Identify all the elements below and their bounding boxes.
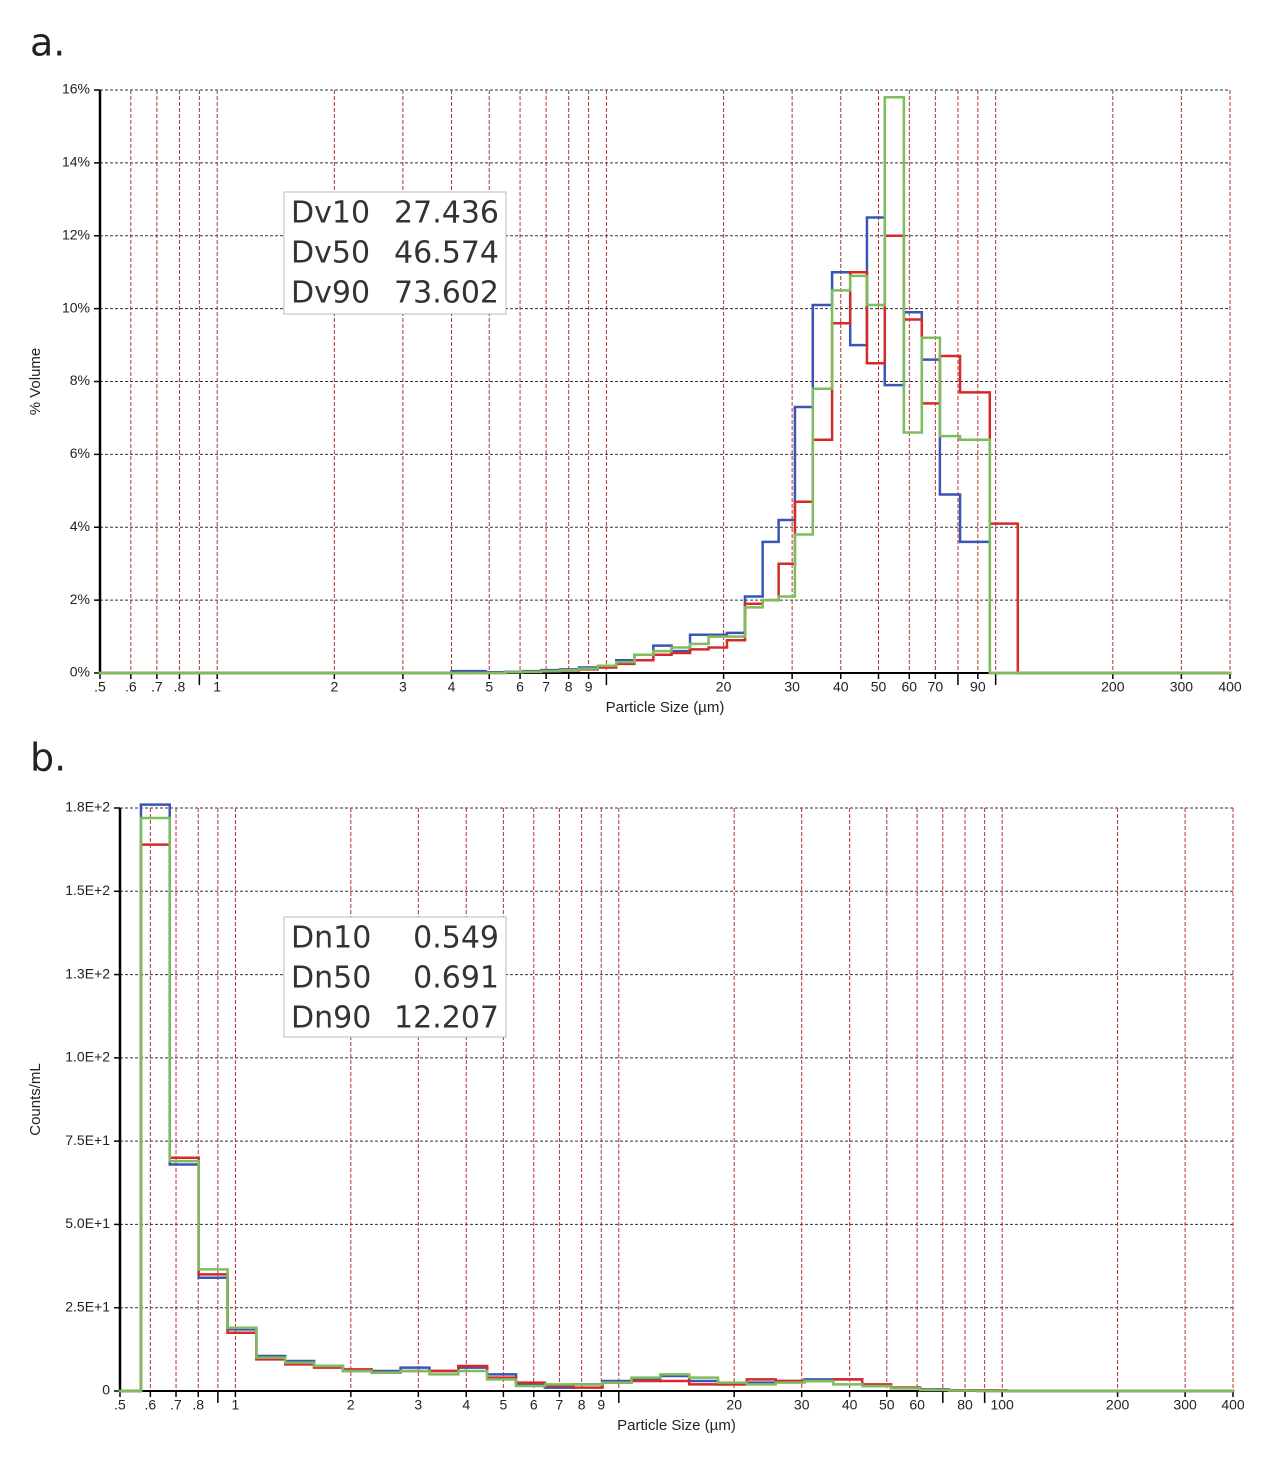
y-tick-label: 8% bbox=[70, 372, 90, 388]
x-tick-label: 60 bbox=[902, 679, 918, 695]
x-tick-label: 300 bbox=[1173, 1397, 1197, 1413]
x-tick-label: 2 bbox=[330, 679, 338, 695]
y-tick-label: 1.3E+2 bbox=[65, 965, 110, 981]
x-tick-label: .5 bbox=[114, 1397, 126, 1413]
y-tick-label: 2.5E+1 bbox=[65, 1298, 110, 1314]
x-tick-label: 3 bbox=[399, 679, 407, 695]
x-tick-label: 7 bbox=[542, 679, 550, 695]
stat-value: 27.436 bbox=[394, 196, 499, 231]
x-tick-label: 2 bbox=[347, 1397, 355, 1413]
x-tick-label: .7 bbox=[170, 1397, 182, 1413]
x-tick-label: 20 bbox=[716, 679, 732, 695]
x-tick-label: 30 bbox=[784, 679, 800, 695]
y-tick-label: 4% bbox=[70, 518, 90, 534]
stat-value: 12.207 bbox=[394, 1001, 499, 1036]
stats-box bbox=[283, 191, 507, 315]
stat-value: 46.574 bbox=[394, 236, 499, 271]
x-tick-label: .7 bbox=[151, 679, 163, 695]
x-tick-label: 90 bbox=[970, 679, 986, 695]
y-tick-label: 10% bbox=[62, 299, 90, 315]
panel: a. 0% 2% 4% 6% 8% 10% 12% 14% 16% .5 .6 .7 .8 1 2 3 4 5 6 7 8… bbox=[27, 21, 1242, 716]
y-tick-label: 1.0E+2 bbox=[65, 1049, 110, 1065]
x-tick-label: .5 bbox=[94, 679, 106, 695]
y-tick-label: 0% bbox=[70, 664, 90, 680]
stat-value: 73.602 bbox=[394, 276, 499, 311]
x-tick-label: 80 bbox=[957, 1397, 973, 1413]
x-tick-label: 5 bbox=[485, 679, 493, 695]
stat-label: Dn50 bbox=[291, 961, 371, 996]
x-tick-label: 8 bbox=[565, 679, 573, 695]
x-tick-label: 20 bbox=[726, 1397, 742, 1413]
x-tick-label: 6 bbox=[530, 1397, 538, 1413]
x-tick-label: 4 bbox=[448, 679, 456, 695]
stat-value: 0.549 bbox=[413, 921, 499, 956]
x-tick-label: 1 bbox=[213, 679, 221, 695]
x-tick-label: 60 bbox=[909, 1397, 925, 1413]
stats-box bbox=[283, 916, 507, 1038]
x-tick-label: 9 bbox=[585, 679, 593, 695]
x-tick-label: 300 bbox=[1170, 679, 1194, 695]
y-tick-label: 0 bbox=[102, 1382, 110, 1398]
stat-label: Dv10 bbox=[291, 196, 370, 231]
x-tick-label: 3 bbox=[414, 1397, 422, 1413]
x-tick-label: .8 bbox=[174, 679, 186, 695]
x-tick-label: 7 bbox=[556, 1397, 564, 1413]
y-axis-label: Counts/mL bbox=[27, 1063, 44, 1136]
stat-label: Dn90 bbox=[291, 1001, 371, 1036]
x-tick-label: 8 bbox=[578, 1397, 586, 1413]
y-tick-label: 7.5E+1 bbox=[65, 1132, 110, 1148]
x-axis-label: Particle Size (µm) bbox=[617, 1417, 736, 1434]
x-tick-label: 70 bbox=[928, 679, 944, 695]
y-tick-label: 12% bbox=[62, 226, 90, 242]
x-tick-label: 100 bbox=[990, 1397, 1014, 1413]
x-tick-label: 4 bbox=[462, 1397, 470, 1413]
y-tick-label: 1.8E+2 bbox=[65, 799, 110, 815]
stat-label: Dn10 bbox=[291, 921, 371, 956]
y-axis-label: % Volume bbox=[27, 348, 44, 416]
y-tick-label: 2% bbox=[70, 591, 90, 607]
panel-label: a. bbox=[30, 21, 65, 65]
y-tick-label: 14% bbox=[62, 154, 90, 170]
stat-label: Dv90 bbox=[291, 276, 370, 311]
x-tick-label: 400 bbox=[1221, 1397, 1245, 1413]
x-tick-label: 9 bbox=[597, 1397, 605, 1413]
x-tick-label: 30 bbox=[794, 1397, 810, 1413]
x-tick-label: .8 bbox=[192, 1397, 204, 1413]
stat-label: Dv50 bbox=[291, 236, 370, 271]
stat-value: 0.691 bbox=[413, 961, 499, 996]
y-tick-label: 5.0E+1 bbox=[65, 1215, 110, 1231]
panel-label: b. bbox=[30, 736, 66, 780]
y-tick-label: 16% bbox=[62, 81, 90, 97]
x-tick-label: 200 bbox=[1106, 1397, 1130, 1413]
x-tick-label: .6 bbox=[125, 679, 137, 695]
y-tick-label: 1.5E+2 bbox=[65, 882, 110, 898]
x-tick-label: 400 bbox=[1218, 679, 1242, 695]
panel: b. 0 2.5E+1 5.0E+1 7.5E+1 1.0E+2 1.3E+2 1.5E+2 1… bbox=[27, 736, 1245, 1434]
x-tick-label: 40 bbox=[842, 1397, 858, 1413]
x-tick-label: 5 bbox=[499, 1397, 507, 1413]
x-tick-label: 50 bbox=[879, 1397, 895, 1413]
x-axis-label: Particle Size (µm) bbox=[606, 699, 725, 716]
x-tick-label: .6 bbox=[145, 1397, 157, 1413]
y-tick-label: 6% bbox=[70, 445, 90, 461]
x-tick-label: 1 bbox=[232, 1397, 240, 1413]
x-tick-label: 200 bbox=[1101, 679, 1125, 695]
x-tick-label: 50 bbox=[871, 679, 887, 695]
x-tick-label: 40 bbox=[833, 679, 849, 695]
x-tick-label: 6 bbox=[516, 679, 524, 695]
